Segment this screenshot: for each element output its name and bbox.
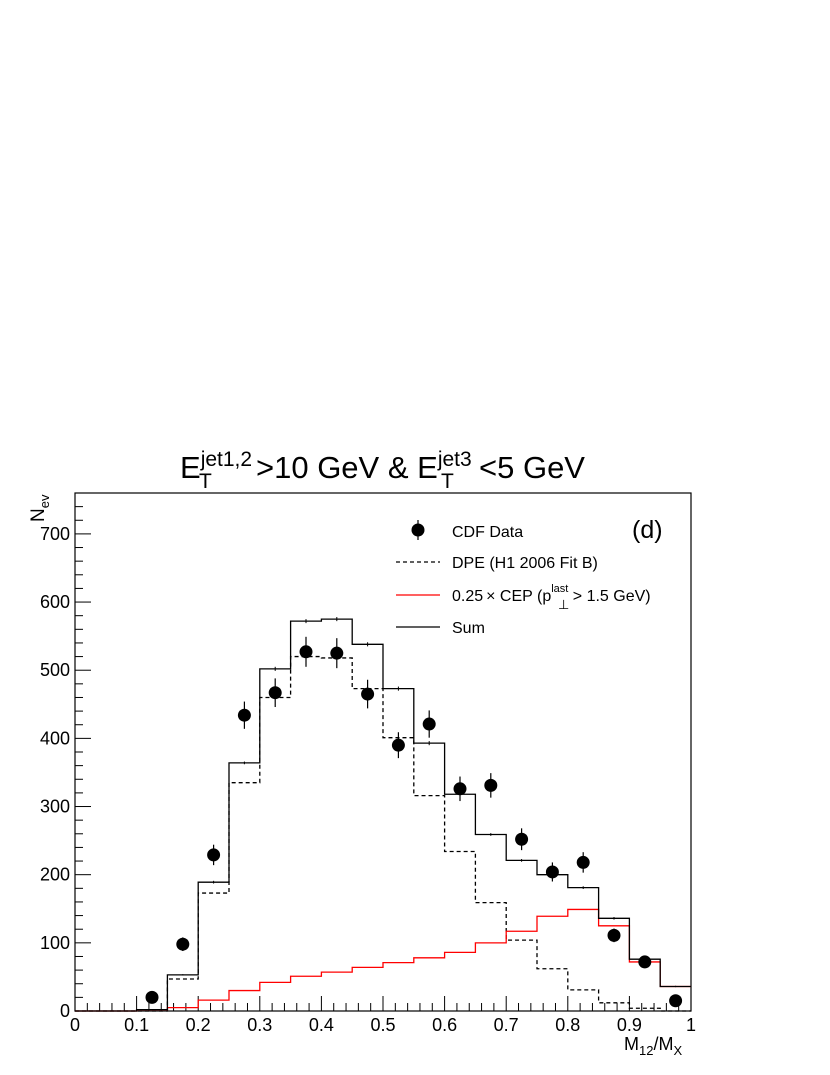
title-superscript-1: jet1,2 <box>200 448 252 471</box>
legend-cep-times: × <box>486 588 495 605</box>
x-tick-label: 0.3 <box>247 1015 272 1035</box>
svg-text:Nev: Nev <box>28 494 52 522</box>
legend-cep-factor: 0.25 <box>452 588 483 605</box>
svg-text:0.25× CEP (plast > 1.5 GeV): 0.25 × CEP (plast > 1.5 GeV) <box>452 583 651 605</box>
x-label-sub-2: X <box>673 1043 682 1058</box>
x-label-sub-1: 12 <box>639 1043 653 1058</box>
y-tick-label: 700 <box>40 524 70 544</box>
legend-cep-text: CEP (p <box>495 588 551 605</box>
title-end: <5 GeV <box>479 450 585 485</box>
x-tick-label: 0.2 <box>186 1015 211 1035</box>
axis-ticks <box>74 492 692 1012</box>
x-axis-label: M12/MX <box>624 1034 682 1058</box>
y-tick-label: 0 <box>60 1001 70 1021</box>
data-point <box>207 848 221 862</box>
x-tick-label: 0.7 <box>494 1015 519 1035</box>
y-tick-label: 600 <box>40 592 70 612</box>
data-point <box>145 990 159 1004</box>
svg-text:M12/MX: M12/MX <box>624 1034 682 1058</box>
legend-cep-end: > 1.5 GeV) <box>568 588 650 605</box>
data-point <box>237 708 251 722</box>
title-middle: >10 GeV & E <box>256 450 438 485</box>
x-tick-label: 0.1 <box>124 1015 149 1035</box>
y-axis-label: Nev <box>28 494 52 522</box>
data-point <box>299 645 313 659</box>
data-point <box>576 855 590 869</box>
series-dpe-h1-2006-fit-b <box>75 655 691 1012</box>
legend-sum-label: Sum <box>452 620 485 637</box>
data-point <box>607 928 621 942</box>
legend-item-dpe: DPE (H1 2006 Fit B) <box>396 555 598 572</box>
legend-data-marker <box>411 523 425 537</box>
data-points <box>145 636 683 1008</box>
legend-item-cep: 0.25 × CEP (plast > 1.5 GeV) ⊥ <box>396 583 651 612</box>
data-point <box>330 646 344 660</box>
plot-frame-box <box>74 492 692 1012</box>
x-tick-label: 0 <box>70 1015 80 1035</box>
legend: CDF Data DPE (H1 2006 Fit B) 0.25 × CEP (… <box>396 520 651 637</box>
x-tick-label: 0.6 <box>432 1015 457 1035</box>
data-point <box>545 865 559 879</box>
y-tick-label: 200 <box>40 865 70 885</box>
data-point <box>453 782 467 796</box>
data-point <box>176 937 190 951</box>
panel-label: (d) <box>632 516 663 544</box>
legend-dpe-label: DPE (H1 2006 Fit B) <box>452 555 598 572</box>
series-0-25-cep-p-last-1-5-gev <box>75 908 691 1012</box>
legend-cep-sub: ⊥ <box>558 597 569 612</box>
series-group <box>75 617 691 1012</box>
data-point <box>391 738 405 752</box>
data-point <box>484 778 498 792</box>
y-tick-label: 300 <box>40 797 70 817</box>
x-label-slash: /M <box>653 1034 673 1054</box>
title-subscript-2: T <box>441 470 454 493</box>
svg-text:>10 GeV & Ejet3: >10 GeV & Ejet3 <box>256 448 472 485</box>
x-label-m1: M <box>624 1034 639 1054</box>
legend-cep-sup: last <box>551 583 568 595</box>
data-point <box>422 717 436 731</box>
data-point <box>638 955 652 969</box>
svg-text:Ejet1,2: Ejet1,2 <box>180 448 252 485</box>
legend-data-label: CDF Data <box>452 524 523 541</box>
y-label-subscript: ev <box>37 494 52 508</box>
series-sum <box>75 618 691 1012</box>
legend-item-data: CDF Data <box>411 520 523 541</box>
title-superscript-2: jet3 <box>437 448 472 471</box>
x-tick-label: 0.9 <box>617 1015 642 1035</box>
x-tick-label: 0.4 <box>309 1015 334 1035</box>
data-point <box>268 686 282 700</box>
x-tick-label: 0.8 <box>555 1015 580 1035</box>
x-tick-label: 0.5 <box>370 1015 395 1035</box>
plot-frame <box>74 492 692 1012</box>
x-tick-labels: 0 0.1 0.2 0.3 0.4 0.5 0.6 0.7 0.8 0.9 1 <box>70 1015 696 1035</box>
data-point <box>669 994 683 1008</box>
title-e1: E <box>180 450 201 485</box>
y-label-main: N <box>28 508 49 522</box>
x-tick-label: 1 <box>686 1015 696 1035</box>
data-point <box>515 832 529 846</box>
y-tick-label: 500 <box>40 660 70 680</box>
title-subscript-1: T <box>199 470 212 493</box>
chart-title: Ejet1,2 T >10 GeV & Ejet3 T <5 GeV <box>180 448 585 493</box>
data-point <box>361 687 375 701</box>
y-tick-label: 400 <box>40 728 70 748</box>
y-tick-labels: 0 100 200 300 400 500 600 700 <box>40 524 70 1021</box>
legend-item-sum: Sum <box>396 620 485 637</box>
y-tick-label: 100 <box>40 933 70 953</box>
